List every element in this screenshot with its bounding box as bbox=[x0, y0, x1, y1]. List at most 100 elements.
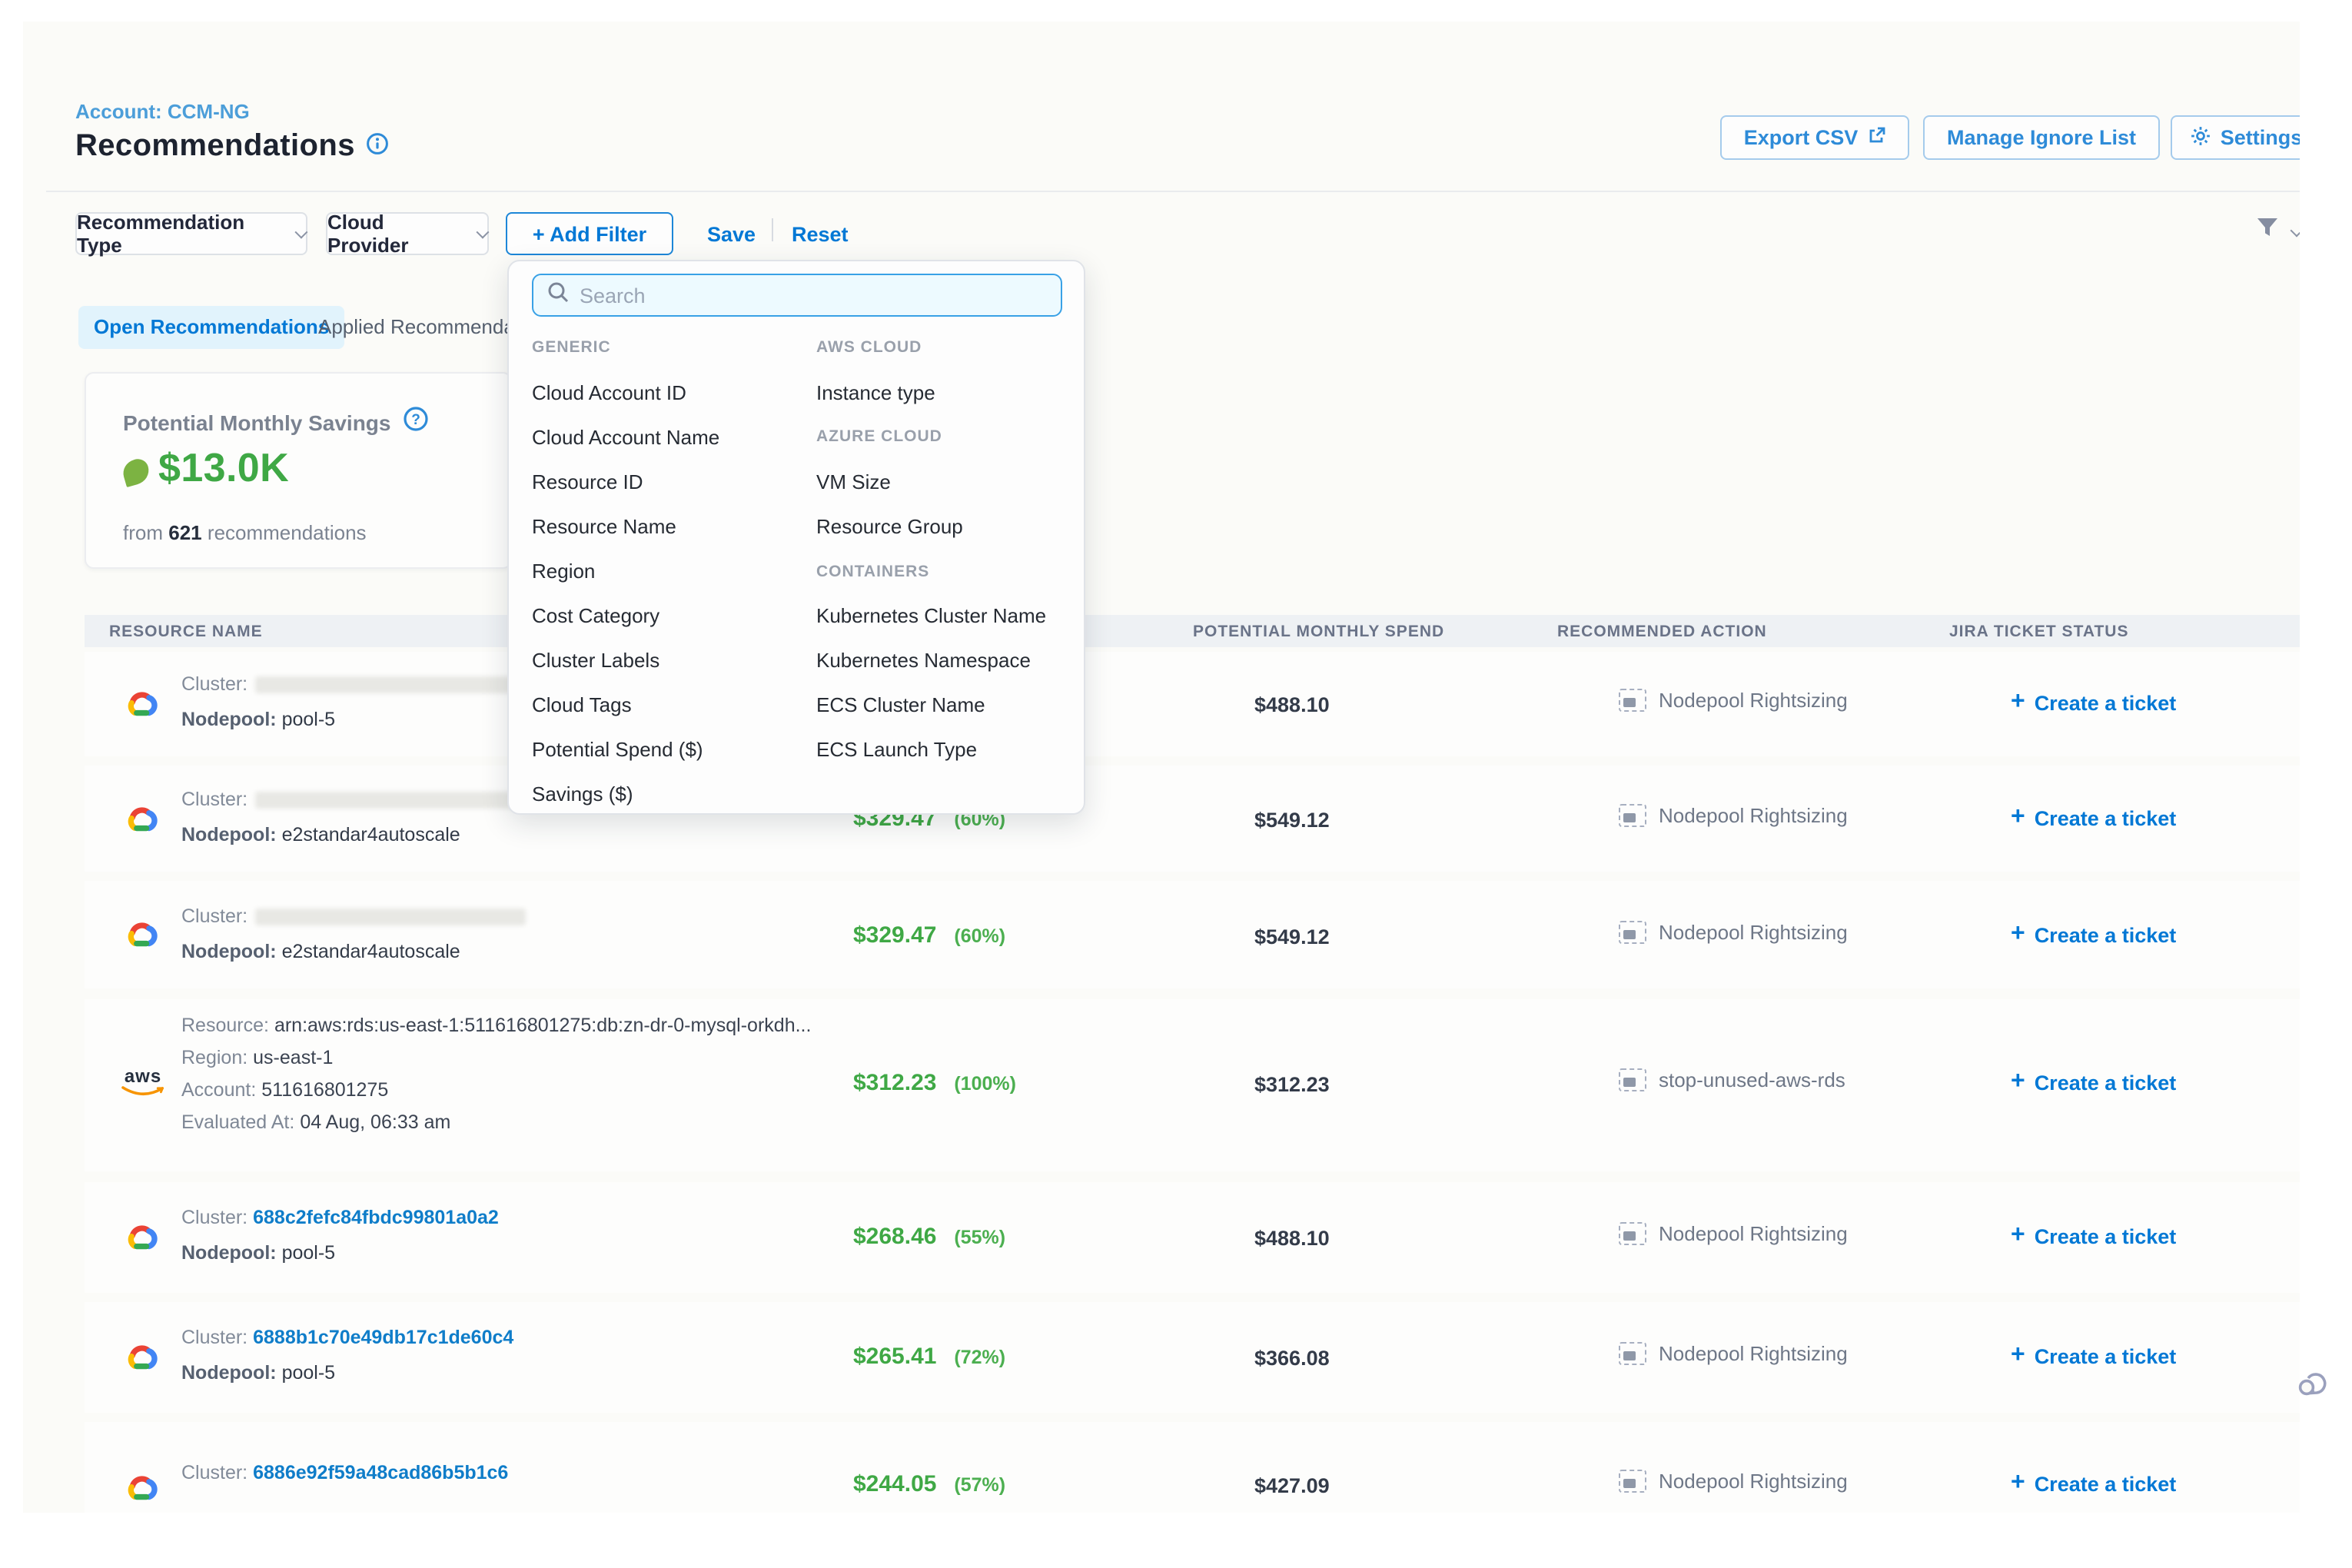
table-row[interactable]: Cluster: Nodepool: pool-5 $488.10 Nodepo… bbox=[85, 652, 2300, 756]
menu-item-ecs-cluster-name[interactable]: ECS Cluster Name bbox=[816, 693, 985, 716]
column-recommended-action: RECOMMENDED ACTION bbox=[1557, 623, 1767, 641]
plus-icon: + bbox=[2011, 1471, 2025, 1496]
table-row[interactable]: Cluster: 6888b1c70e49db17c1de60c4 Nodepo… bbox=[85, 1302, 2300, 1413]
create-ticket-link[interactable]: + Create a ticket bbox=[2011, 1344, 2176, 1368]
cloud-provider-filter[interactable]: Cloud Provider bbox=[326, 212, 489, 255]
menu-item-ecs-launch-type[interactable]: ECS Launch Type bbox=[816, 738, 977, 761]
table-row[interactable]: Cluster: si Nodepool: e2standar4autoscal… bbox=[85, 766, 2300, 872]
add-filter-dropdown: GENERIC Cloud Account ID Cloud Account N… bbox=[507, 260, 1085, 815]
gcp-cloud-icon bbox=[125, 919, 158, 958]
gcp-cloud-icon bbox=[125, 1342, 158, 1380]
aws-cloud-icon: aws bbox=[120, 1067, 166, 1099]
menu-item-resource-name[interactable]: Resource Name bbox=[532, 515, 676, 538]
cluster-line: Cluster: 688c2fefc84fbdc99801a0a2 bbox=[181, 1207, 499, 1228]
page-title: Recommendations bbox=[75, 129, 355, 164]
menu-item-resource-group[interactable]: Resource Group bbox=[816, 515, 963, 538]
svg-text:?: ? bbox=[412, 412, 421, 428]
tab-open-recommendations[interactable]: Open Recommendations bbox=[78, 306, 344, 349]
cluster-link[interactable]: 6886e92f59a48cad86b5b1c6 bbox=[253, 1462, 508, 1483]
savings-percent: (57%) bbox=[954, 1474, 1005, 1496]
nodepool-value: e2standar4autoscale bbox=[282, 941, 460, 962]
recommendation-type-filter[interactable]: Recommendation Type bbox=[75, 212, 307, 255]
rightsizing-icon bbox=[1619, 921, 1646, 944]
plus-icon: + bbox=[2011, 1070, 2025, 1095]
create-ticket-link[interactable]: + Create a ticket bbox=[2011, 1471, 2176, 1496]
cluster-label: Cluster: bbox=[181, 1327, 247, 1348]
menu-item-region[interactable]: Region bbox=[532, 560, 595, 583]
savings-sub-prefix: from bbox=[123, 521, 163, 544]
filter-search-input[interactable] bbox=[580, 284, 1047, 307]
region-value: us-east-1 bbox=[253, 1047, 333, 1068]
column-resource-name: RESOURCE NAME bbox=[109, 623, 263, 641]
help-icon[interactable]: ? bbox=[404, 406, 430, 440]
create-ticket-label: Create a ticket bbox=[2035, 691, 2177, 714]
menu-item-savings[interactable]: Savings ($) bbox=[532, 782, 633, 806]
recommendation-count: 621 bbox=[168, 521, 201, 544]
menu-item-kubernetes-cluster-name[interactable]: Kubernetes Cluster Name bbox=[816, 604, 1046, 627]
filter-funnel-button[interactable] bbox=[2255, 217, 2300, 247]
nodepool-label: Nodepool: bbox=[181, 824, 277, 845]
info-icon[interactable] bbox=[366, 131, 389, 162]
savings-leaf-icon bbox=[120, 457, 152, 487]
region-line: Region: us-east-1 bbox=[181, 1047, 333, 1068]
savings-cell: $268.46 (55%) bbox=[853, 1224, 1005, 1251]
savings-cell: $312.23 (100%) bbox=[853, 1070, 1016, 1098]
nodepool-line: Nodepool: e2standar4autoscale bbox=[181, 941, 460, 962]
menu-item-potential-spend[interactable]: Potential Spend ($) bbox=[532, 738, 703, 761]
account-label: Account: bbox=[181, 1079, 256, 1101]
savings-subtitle: from 621 recommendations bbox=[123, 521, 367, 544]
add-filter-button[interactable]: + Add Filter bbox=[506, 212, 673, 255]
menu-item-cloud-account-name[interactable]: Cloud Account Name bbox=[532, 426, 719, 449]
table-row[interactable]: Cluster: 688c2fefc84fbdc99801a0a2 Nodepo… bbox=[85, 1182, 2300, 1293]
potential-savings-card: Potential Monthly Savings ? $13.0K from … bbox=[85, 372, 512, 569]
chevron-down-icon bbox=[295, 225, 308, 238]
menu-item-resource-id[interactable]: Resource ID bbox=[532, 470, 643, 493]
action-label: Nodepool Rightsizing bbox=[1659, 921, 1848, 944]
funnel-icon bbox=[2255, 217, 2280, 247]
cloud-provider-label: Cloud Provider bbox=[327, 211, 466, 257]
plus-icon: + bbox=[2011, 806, 2025, 830]
rightsizing-icon bbox=[1619, 1222, 1646, 1245]
table-row[interactable]: aws Resource: arn:aws:rds:us-east-1:5116… bbox=[85, 999, 2300, 1171]
table-row[interactable]: Cluster: 6886e92f59a48cad86b5b1c6 $244.0… bbox=[85, 1422, 2300, 1513]
export-csv-button[interactable]: Export CSV bbox=[1720, 115, 1909, 160]
gcp-cloud-icon bbox=[125, 689, 158, 727]
table-row[interactable]: Cluster: Nodepool: e2standar4autoscale $… bbox=[85, 881, 2300, 988]
action-label: Nodepool Rightsizing bbox=[1659, 1222, 1848, 1245]
create-ticket-link[interactable]: + Create a ticket bbox=[2011, 922, 2176, 947]
create-ticket-link[interactable]: + Create a ticket bbox=[2011, 806, 2176, 830]
create-ticket-link[interactable]: + Create a ticket bbox=[2011, 1224, 2176, 1248]
cluster-link[interactable]: 6888b1c70e49db17c1de60c4 bbox=[253, 1327, 513, 1348]
settings-button[interactable]: Settings bbox=[2171, 115, 2300, 160]
nodepool-label: Nodepool: bbox=[181, 709, 277, 730]
tab-applied-recommendations[interactable]: Applied Recommendatio bbox=[318, 315, 536, 338]
cluster-label: Cluster: bbox=[181, 789, 247, 810]
menu-item-cluster-labels[interactable]: Cluster Labels bbox=[532, 649, 659, 672]
menu-item-cloud-account-id[interactable]: Cloud Account ID bbox=[532, 381, 686, 404]
menu-item-instance-type[interactable]: Instance type bbox=[816, 381, 935, 404]
gcp-cloud-icon bbox=[125, 804, 158, 842]
table-header: RESOURCE NAME POTENTIAL MONTHLY SAVINGS … bbox=[85, 615, 2300, 647]
settings-label: Settings bbox=[2221, 126, 2300, 149]
rightsizing-icon bbox=[1619, 1470, 1646, 1493]
chat-widget-button[interactable] bbox=[2295, 1364, 2332, 1408]
action-label: Nodepool Rightsizing bbox=[1659, 689, 1848, 712]
manage-ignore-list-button[interactable]: Manage Ignore List bbox=[1923, 115, 2160, 160]
savings-percent: (100%) bbox=[954, 1073, 1016, 1095]
cluster-link[interactable]: 688c2fefc84fbdc99801a0a2 bbox=[253, 1207, 499, 1228]
create-ticket-link[interactable]: + Create a ticket bbox=[2011, 690, 2176, 715]
menu-item-vm-size[interactable]: VM Size bbox=[816, 470, 891, 493]
save-filter-link[interactable]: Save bbox=[707, 223, 756, 246]
savings-card-title-row: Potential Monthly Savings ? bbox=[123, 406, 430, 440]
gear-icon bbox=[2191, 125, 2211, 150]
menu-item-kubernetes-namespace[interactable]: Kubernetes Namespace bbox=[816, 649, 1031, 672]
reset-filter-link[interactable]: Reset bbox=[792, 223, 849, 246]
recommendation-type-label: Recommendation Type bbox=[77, 211, 284, 257]
savings-cell: $265.41 (72%) bbox=[853, 1344, 1005, 1371]
account-breadcrumb[interactable]: Account: CCM-NG bbox=[75, 100, 250, 123]
menu-item-cloud-tags[interactable]: Cloud Tags bbox=[532, 693, 632, 716]
create-ticket-link[interactable]: + Create a ticket bbox=[2011, 1070, 2176, 1095]
menu-item-cost-category[interactable]: Cost Category bbox=[532, 604, 659, 627]
create-ticket-label: Create a ticket bbox=[2035, 1344, 2177, 1367]
nodepool-label: Nodepool: bbox=[181, 1362, 277, 1384]
